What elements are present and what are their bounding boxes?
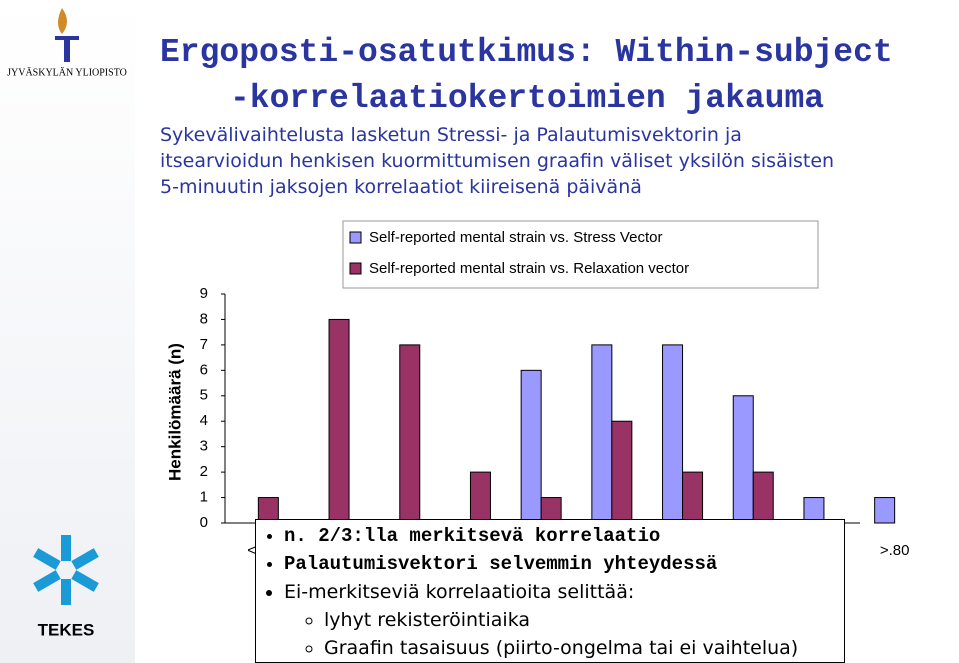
sub-list: lyhyt rekisteröintiaika Graafin tasaisuu… xyxy=(284,606,834,662)
title-line: -korrelaatiokertoimien jakauma xyxy=(230,80,825,117)
logo-top: JYVÄSKYLÄN YLIOPISTO xyxy=(7,8,127,78)
bar xyxy=(469,471,491,524)
subtitle: Sykevälivaihtelusta lasketun Stressi- ja… xyxy=(160,122,834,200)
bar xyxy=(328,318,350,524)
y-tick-label: 7 xyxy=(200,336,208,353)
notes-box: n. 2/3:lla merkitsevä korrelaatio Palaut… xyxy=(255,519,845,663)
logo-bottom: TEKES xyxy=(33,535,99,639)
y-tick-label: 1 xyxy=(200,489,208,506)
y-axis-label: Henkilömäärä (n) xyxy=(165,343,184,481)
legend-label: Self-reported mental strain vs. Relaxati… xyxy=(369,260,689,277)
legend-swatch xyxy=(349,231,362,244)
bar xyxy=(611,420,633,524)
bar xyxy=(399,344,421,524)
note: n. 2/3:lla merkitsevä korrelaatio xyxy=(284,522,834,550)
y-tick-label: 5 xyxy=(200,387,208,404)
title-line: Ergoposti-osatutkimus: Within-subject xyxy=(160,34,893,71)
legend xyxy=(342,220,819,289)
subtitle-line: 5-minuutin jaksojen korrelaatiot kiireis… xyxy=(160,176,642,198)
bar xyxy=(520,369,542,524)
y-tick-label: 9 xyxy=(200,285,208,302)
subtitle-line: itsearvioidun henkisen kuormittumisen gr… xyxy=(160,150,835,172)
bar xyxy=(752,471,774,524)
y-tick-label: 3 xyxy=(200,438,208,455)
bar xyxy=(874,497,896,524)
note: Palautumisvektori selvemmin yhteydessä xyxy=(284,550,834,578)
title: Ergoposti-osatutkimus: Within-subject -ko… xyxy=(160,30,893,122)
notes-list: n. 2/3:lla merkitsevä korrelaatio Palaut… xyxy=(266,522,834,662)
logo-text: JYVÄSKYLÄN YLIOPISTO xyxy=(7,66,127,78)
bar xyxy=(682,471,704,524)
subtitle-line: Sykevälivaihtelusta lasketun Stressi- ja… xyxy=(160,124,742,146)
sub-note: lyhyt rekisteröintiaika xyxy=(324,606,834,634)
sub-note: Graafin tasaisuus (piirto-ongelma tai ei… xyxy=(324,634,834,662)
logo-text: TEKES xyxy=(38,620,95,639)
note: Ei-merkitseviä korrelaatioita selittää: … xyxy=(284,578,834,662)
legend-label: Self-reported mental strain vs. Stress V… xyxy=(369,229,662,246)
y-tick-label: 6 xyxy=(200,361,208,378)
bar xyxy=(662,344,684,524)
bar xyxy=(591,344,613,524)
y-tick-label: 8 xyxy=(200,310,208,327)
bar xyxy=(732,395,754,524)
x-tick-label: >.80 xyxy=(880,542,910,559)
y-tick-label: 2 xyxy=(200,463,208,480)
y-tick-label: 4 xyxy=(200,412,208,429)
y-tick-label: 0 xyxy=(200,514,208,531)
legend-swatch xyxy=(349,262,362,275)
note-text: Ei-merkitseviä korrelaatioita selittää: xyxy=(284,581,635,603)
